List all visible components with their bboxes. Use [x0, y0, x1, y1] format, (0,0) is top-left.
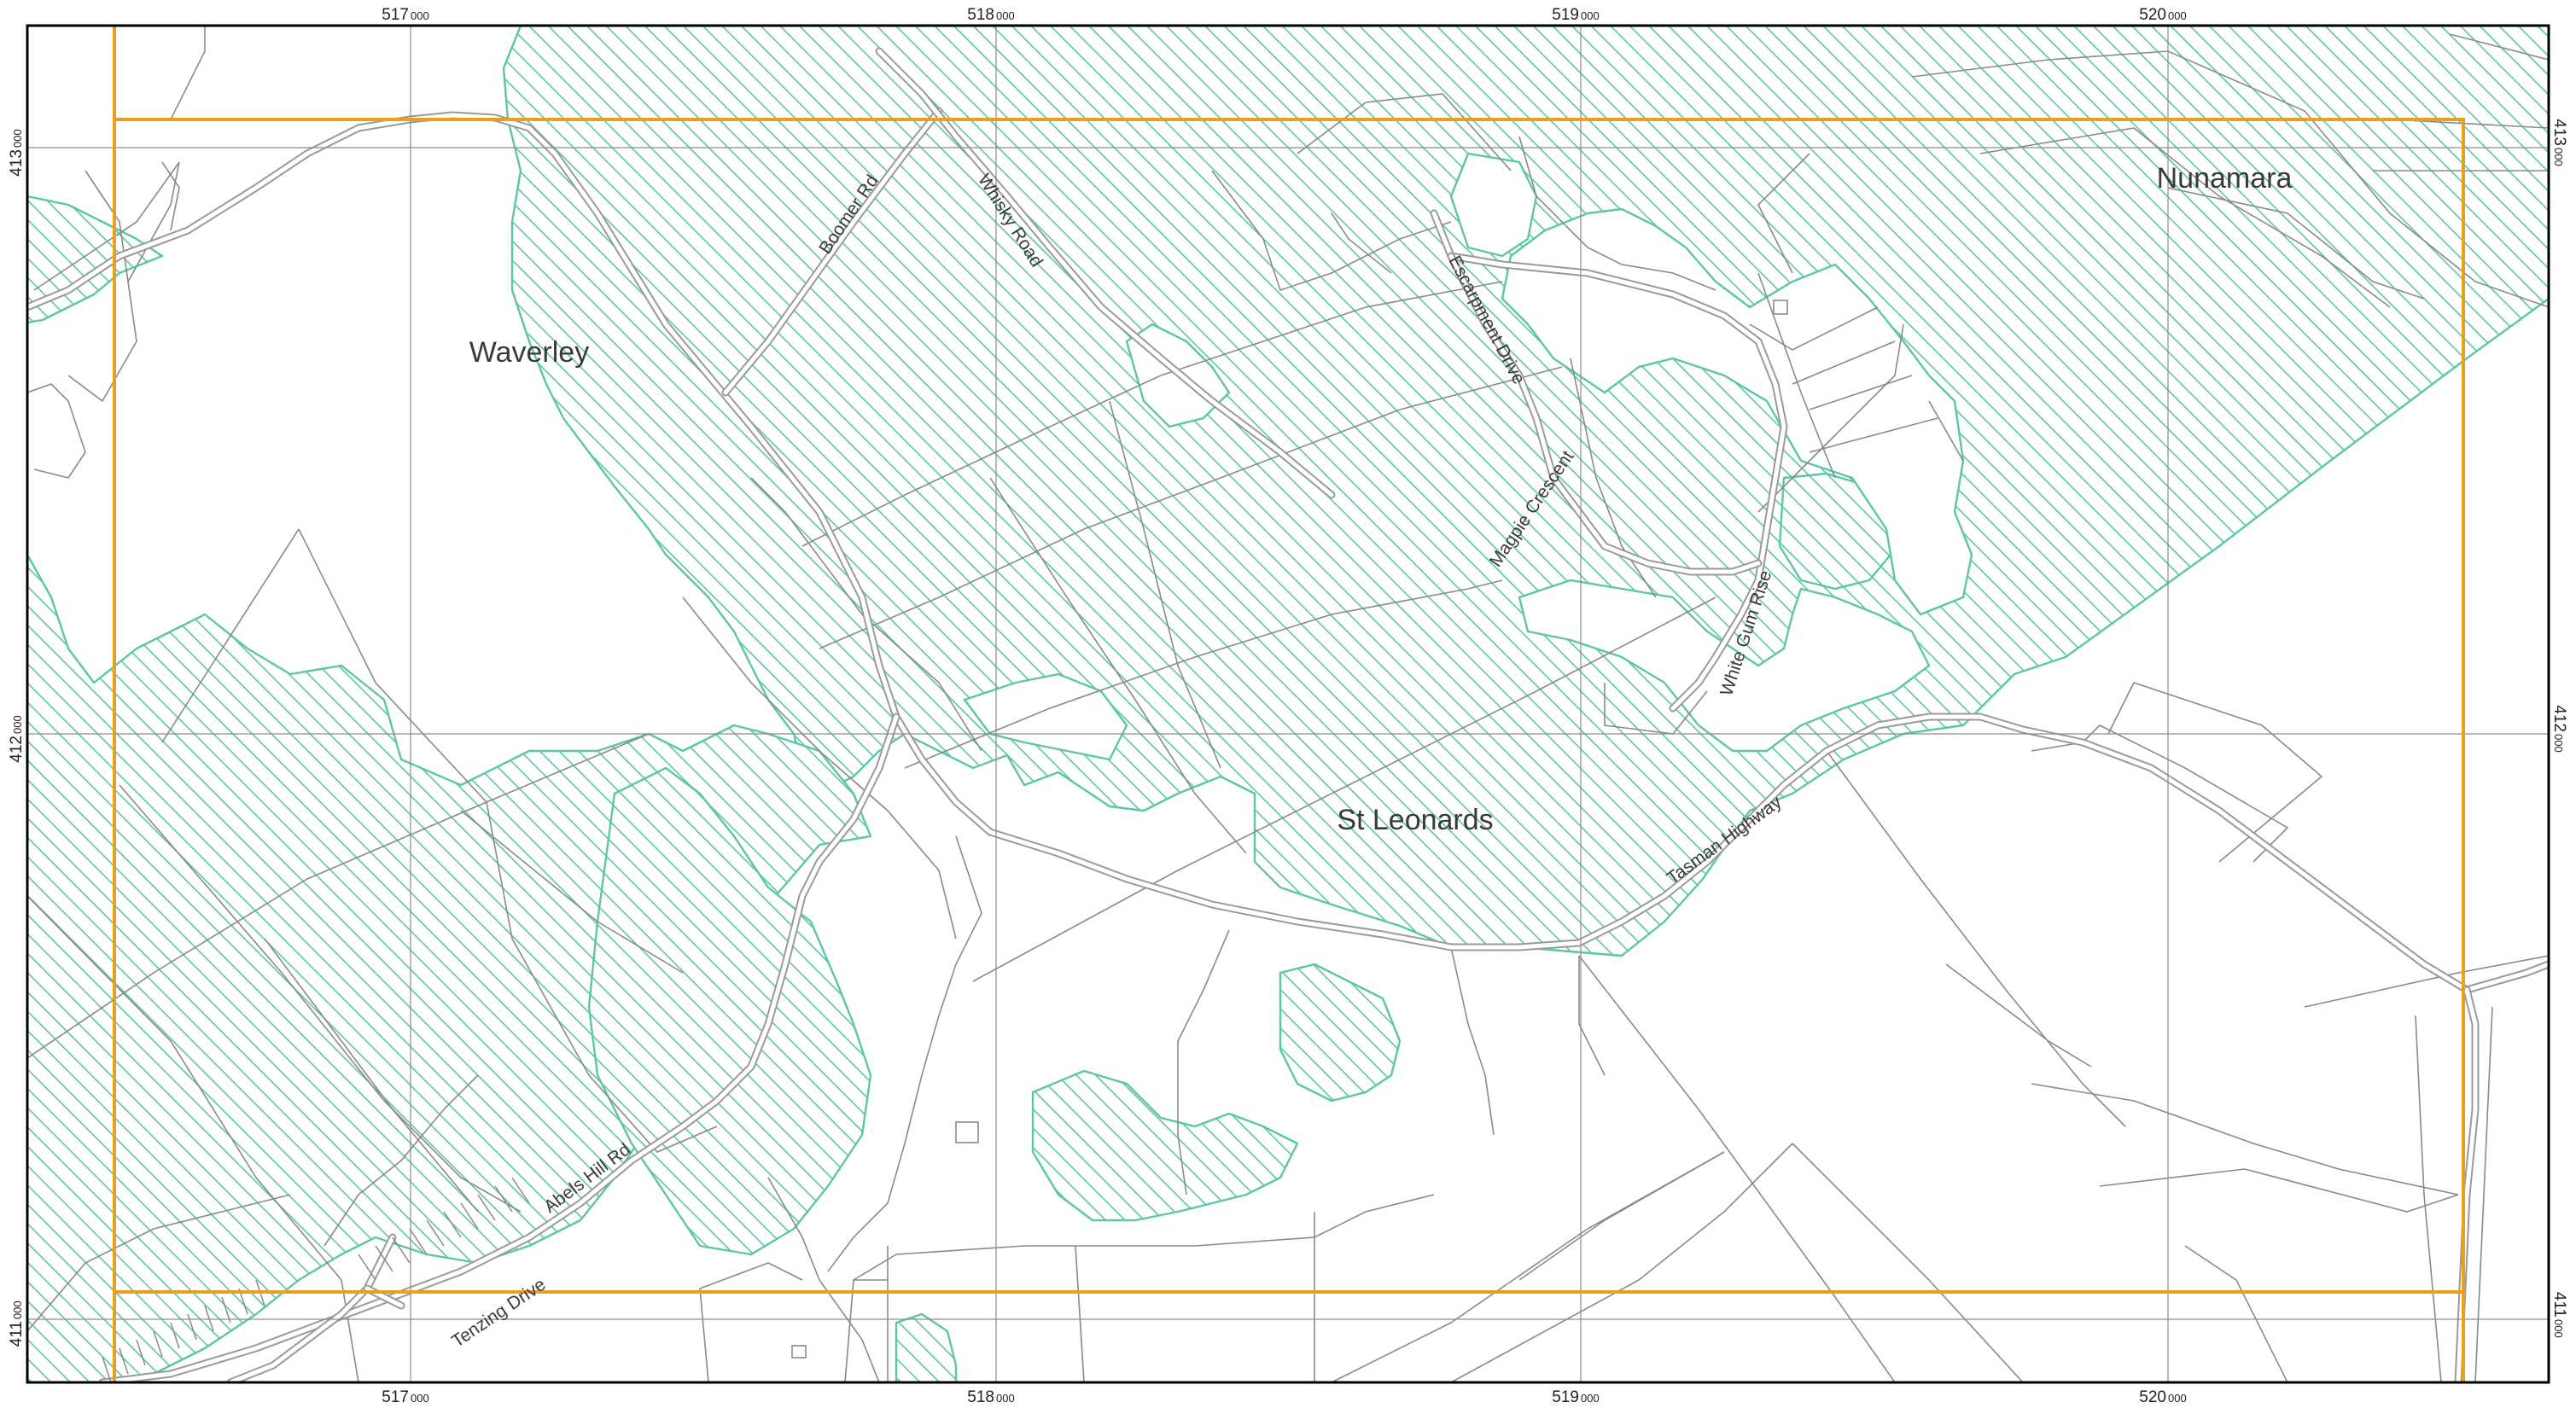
svg-text:519: 519: [1552, 1388, 1579, 1406]
svg-text:520: 520: [2139, 6, 2166, 24]
easting-labels-top: 517 000 518 000 519 000 520 000: [382, 6, 2186, 24]
northing-labels-right: 413 000 412 000 411 000: [2550, 119, 2568, 1337]
svg-text:000: 000: [2168, 1392, 2187, 1405]
svg-text:519: 519: [1552, 6, 1579, 24]
grid-lines: [27, 26, 2549, 1382]
map-frame: [26, 24, 2550, 1384]
svg-text:411: 411: [2550, 1292, 2568, 1318]
svg-text:000: 000: [2552, 148, 2565, 166]
vegetation-south-west: [27, 553, 872, 1382]
sheet-extent-outline: [113, 118, 2465, 1294]
svg-text:413: 413: [8, 149, 26, 177]
vegetation-white-gum-blob: [1778, 472, 1892, 591]
svg-text:517: 517: [382, 6, 409, 24]
svg-text:000: 000: [2168, 9, 2187, 22]
place-label-st-leonards: St Leonards: [1337, 804, 1493, 836]
svg-text:000: 000: [996, 9, 1015, 22]
vegetation-small-blob: [1279, 963, 1402, 1103]
svg-text:000: 000: [411, 9, 429, 22]
northing-labels-left: 413 000 412 000 411 000: [8, 129, 26, 1347]
svg-text:517: 517: [382, 1388, 409, 1406]
svg-text:000: 000: [11, 715, 24, 734]
easting-labels-bottom: 517 000 518 000 519 000 520 000: [382, 1388, 2186, 1406]
svg-text:000: 000: [2552, 1319, 2565, 1338]
vegetation-central-south: [587, 766, 872, 1256]
vegetation-bottom-blob: [895, 1312, 958, 1382]
svg-text:412: 412: [8, 736, 26, 763]
svg-text:413: 413: [2550, 119, 2568, 146]
svg-text:000: 000: [2552, 734, 2565, 753]
svg-text:520: 520: [2139, 1388, 2166, 1406]
vegetation-south-blob: [1031, 1069, 1299, 1222]
subdivision-lots: [102, 1177, 530, 1382]
svg-text:411: 411: [8, 1321, 26, 1347]
svg-text:518: 518: [967, 1388, 994, 1406]
place-label-nunamara: Nunamara: [2157, 162, 2293, 195]
svg-text:000: 000: [11, 1300, 24, 1319]
svg-text:000: 000: [11, 129, 24, 148]
svg-text:518: 518: [967, 6, 994, 24]
parcel-boundaries: [27, 26, 2549, 1382]
place-label-waverley: Waverley: [469, 336, 589, 369]
svg-text:000: 000: [1581, 1392, 1600, 1405]
svg-text:000: 000: [411, 1392, 429, 1405]
svg-text:000: 000: [1581, 9, 1600, 22]
svg-text:000: 000: [996, 1392, 1015, 1405]
svg-text:412: 412: [2550, 705, 2568, 732]
